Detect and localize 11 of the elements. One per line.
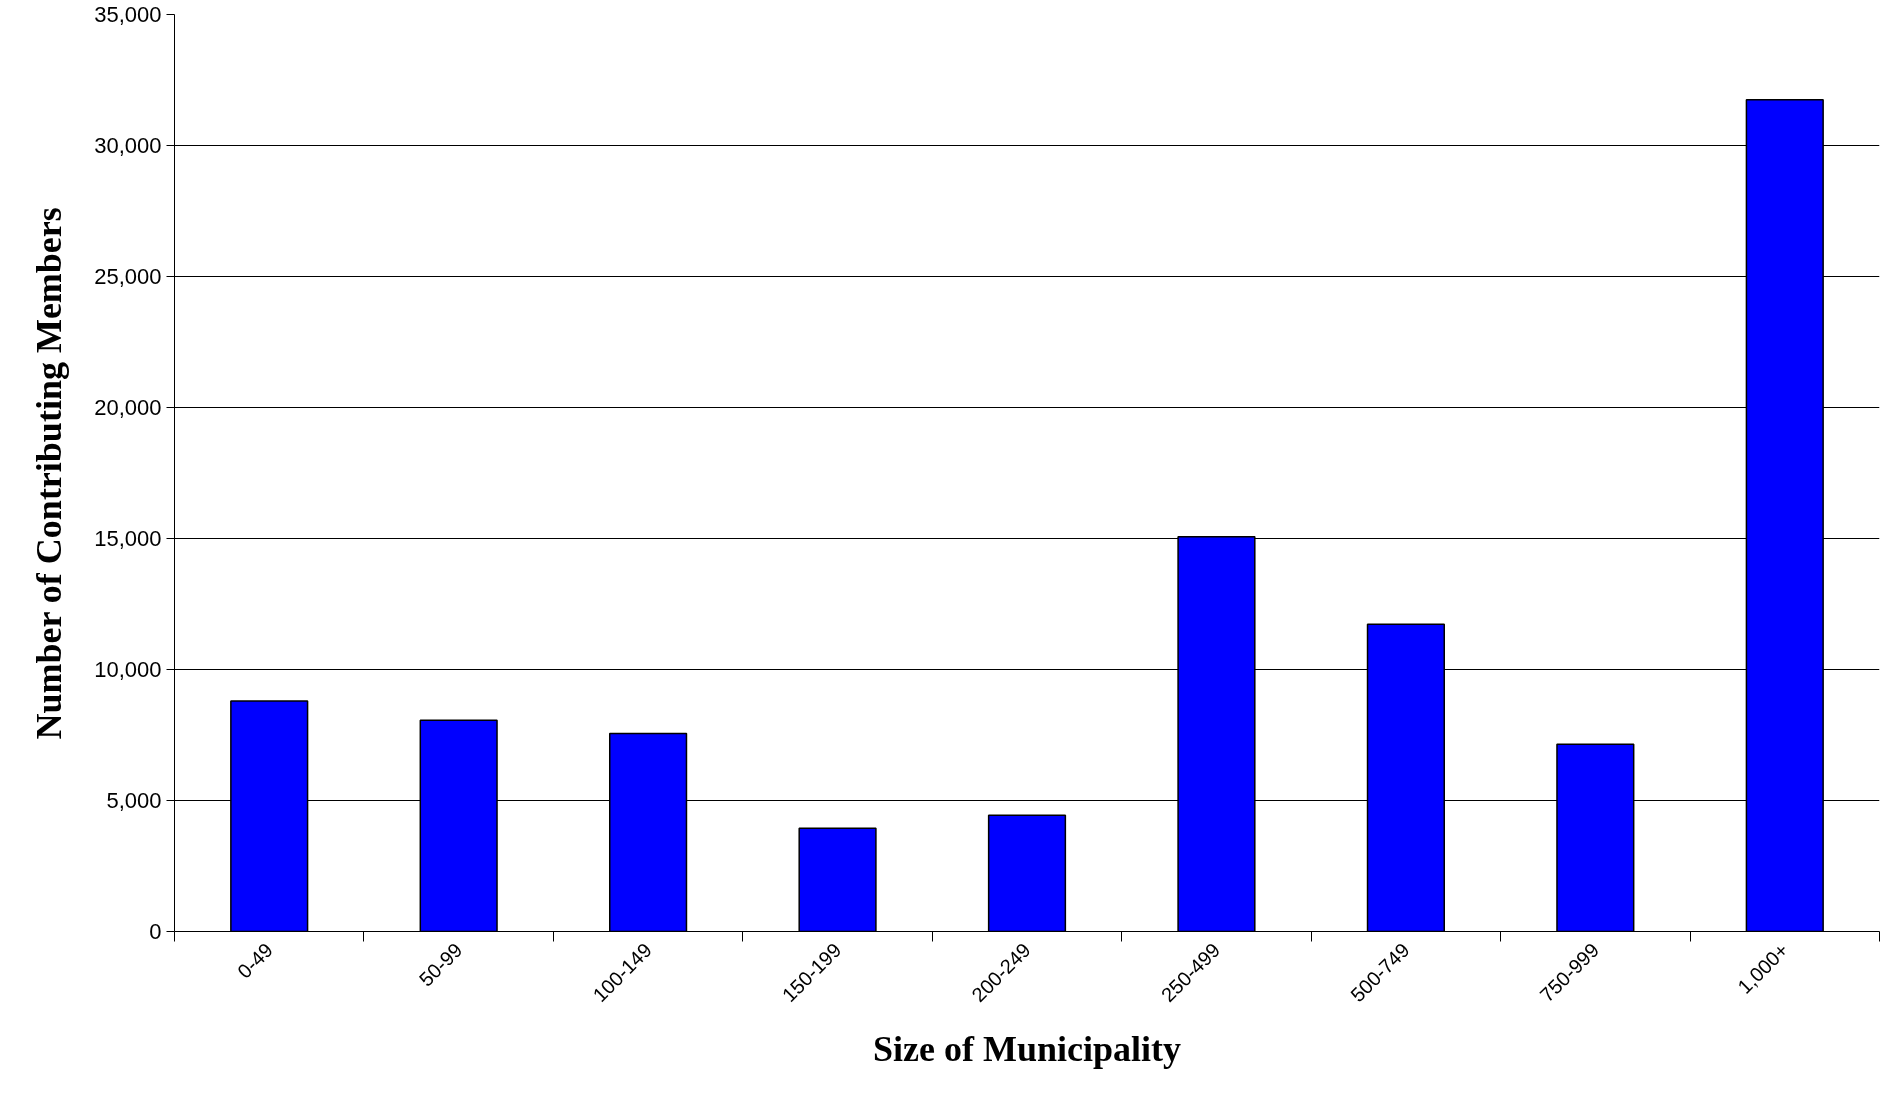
y-tick-label: 35,000	[94, 2, 162, 27]
y-tick-label: 0	[149, 919, 162, 944]
y-tick-label: 20,000	[94, 395, 162, 420]
y-tick-label: 30,000	[94, 133, 162, 158]
y-tick-label: 5,000	[106, 788, 162, 813]
y-axis-title: Number of Contributing Members	[29, 207, 70, 740]
x-tick-label: 0-49	[233, 938, 277, 983]
y-tick-label: 10,000	[94, 657, 162, 682]
x-axis-title: Size of Municipality	[873, 1029, 1182, 1070]
y-tick-label: 25,000	[94, 264, 162, 289]
y-tick-label: 15,000	[94, 526, 162, 551]
